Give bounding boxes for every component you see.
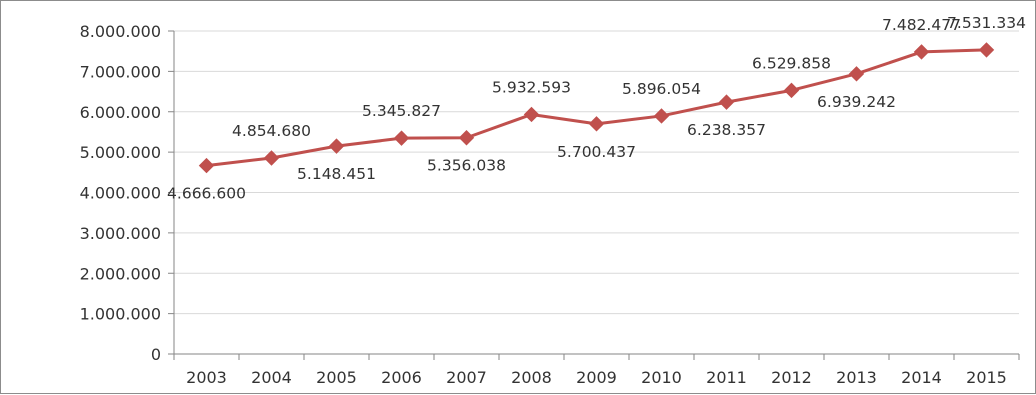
x-tick-label: 2010 [641, 368, 682, 387]
x-tick-label: 2015 [966, 368, 1007, 387]
data-point-marker [978, 42, 995, 58]
axes [168, 30, 1020, 360]
data-label: 4.854.680 [232, 122, 311, 140]
y-tick-label: 5.000.000 [80, 143, 161, 162]
y-tick-label: 7.000.000 [80, 62, 161, 81]
x-tick-label: 2012 [771, 368, 812, 387]
x-tick-label: 2004 [251, 368, 292, 387]
data-label: 7.531.334 [947, 14, 1026, 32]
data-label: 6.238.357 [687, 121, 766, 139]
y-tick-label: 0 [151, 345, 161, 364]
data-point-marker [263, 150, 280, 166]
x-tick-label: 2008 [511, 368, 552, 387]
y-tick-label: 2.000.000 [80, 264, 161, 283]
data-point-marker [198, 157, 215, 174]
series-revenue-line [198, 42, 995, 174]
data-point-marker [653, 108, 670, 124]
x-tick-label: 2014 [901, 368, 942, 387]
data-label: 5.896.054 [622, 80, 701, 98]
y-tick-label: 4.000.000 [80, 184, 161, 203]
x-tick-label: 2007 [446, 368, 487, 387]
y-tick-label: 1.000.000 [80, 305, 161, 324]
x-tick-label: 2006 [381, 368, 422, 387]
data-point-marker [588, 116, 605, 132]
data-labels: 4.666.600 4.854.680 5.148.451 5.345.827 5.35… [167, 14, 1026, 203]
x-tick-label: 2003 [186, 368, 227, 387]
data-label: 5.700.437 [557, 143, 636, 161]
x-tick-label: 2011 [706, 368, 747, 387]
data-label: 5.148.451 [297, 165, 376, 183]
data-point-marker [523, 106, 540, 123]
y-tick-label: 8.000.000 [80, 22, 161, 41]
data-label: 6.939.242 [817, 93, 896, 111]
data-label: 6.529.858 [752, 54, 831, 72]
data-label: 5.345.827 [362, 102, 441, 120]
x-axis-tick-labels: 2003 2004 2005 2006 2007 2008 2009 2010 2011 2012… [186, 368, 1007, 387]
x-tick-label: 2009 [576, 368, 617, 387]
x-tick-label: 2005 [316, 368, 357, 387]
data-point-marker [328, 138, 345, 154]
data-label: 5.356.038 [427, 157, 506, 175]
y-tick-label: 3.000.000 [80, 224, 161, 243]
y-tick-label: 6.000.000 [80, 103, 161, 122]
data-point-marker [718, 94, 735, 110]
data-label: 4.666.600 [167, 185, 246, 203]
y-axis-tick-labels: 0 1.000.000 2.000.000 3.000.000 4.000.000 5.0… [80, 22, 161, 364]
x-tick-label: 2013 [836, 368, 877, 387]
data-point-marker [393, 130, 410, 146]
gridlines [174, 30, 1019, 315]
data-point-marker [913, 44, 930, 60]
data-label: 7.482.477 [882, 16, 961, 34]
data-point-marker [783, 82, 800, 99]
data-label: 5.932.593 [492, 78, 571, 96]
data-point-marker [458, 130, 475, 146]
data-point-marker [848, 66, 865, 82]
